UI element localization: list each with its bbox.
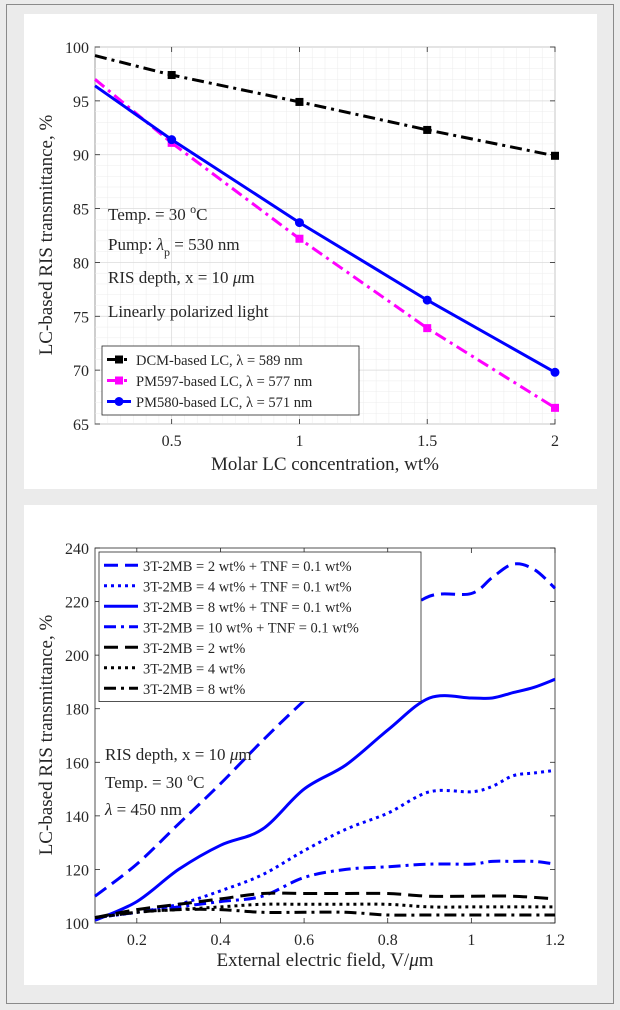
legend-label: PM597-based LC, λ = 577 nm xyxy=(136,374,313,390)
y-tick-label: 100 xyxy=(65,916,89,933)
annotation-ris-depth-1: RIS depth, x = 10 μm xyxy=(108,268,255,287)
legend-label: 3T-2MB = 2 wt% + TNF = 0.1 wt% xyxy=(143,559,352,575)
series-line-1 xyxy=(94,562,557,898)
y-tick-label: 65 xyxy=(73,417,89,434)
plot-1-grid xyxy=(94,46,556,425)
legend-label: 3T-2MB = 4 wt% xyxy=(143,661,245,677)
y-tick-label: 140 xyxy=(65,809,89,826)
x-axis-label-1: Molar LC concentration, wt% xyxy=(211,454,439,475)
y-tick-label: 240 xyxy=(65,541,89,558)
chart-panel-2: 0.2 0.4 0.6 0.8 1 1.2 100 120 140 160 180 200 220 240… xyxy=(24,505,597,985)
x-tick-label: 1 xyxy=(467,932,475,949)
legend-2: 3T-2MB = 2 wt% + TNF = 0.1 wt% 3T-2MB = 4… xyxy=(98,551,422,702)
y-tick-label: 220 xyxy=(65,595,89,612)
annotation-temperature-2: Temp. = 30 oC xyxy=(105,770,204,792)
annotation-ris-depth-2: RIS depth, x = 10 μm xyxy=(105,745,252,764)
series-line-5 xyxy=(94,891,556,920)
data-point xyxy=(167,135,177,145)
data-point xyxy=(423,125,432,134)
legend-label: 3T-2MB = 8 wt% + TNF = 0.1 wt% xyxy=(143,600,352,616)
y-tick-label: 70 xyxy=(73,363,89,380)
annotation-temperature-1: Temp. = 30 oC xyxy=(108,202,207,224)
legend-1: DCM-based LC, λ = 589 nm PM597-based LC, … xyxy=(101,345,360,416)
x-tick-label: 0.4 xyxy=(210,932,230,949)
y-tick-label: 75 xyxy=(73,309,89,326)
y-tick-label: 95 xyxy=(73,94,89,111)
data-point xyxy=(295,234,304,243)
chart-panel-1: 0.5 1 1.5 2 65 70 75 80 85 90 95 100 Molar LC conce… xyxy=(24,14,597,489)
x-tick-label: 0.8 xyxy=(378,932,398,949)
legend-label: 3T-2MB = 10 wt% + TNF = 0.1 wt% xyxy=(143,620,359,636)
data-point xyxy=(167,71,176,80)
data-point xyxy=(422,295,432,305)
y-tick-label: 100 xyxy=(65,40,89,57)
series-line-3 xyxy=(94,677,556,922)
plot-1-series xyxy=(94,54,560,412)
x-axis-label-2: External electric field, V/μm xyxy=(216,950,433,971)
data-point xyxy=(423,324,432,333)
y-tick-label: 120 xyxy=(65,862,89,879)
series-line-6 xyxy=(94,902,555,920)
series-line-4 xyxy=(94,859,556,920)
data-point xyxy=(295,97,304,106)
data-point xyxy=(550,367,560,377)
legend-box xyxy=(98,551,422,702)
legend-label: DCM-based LC, λ = 589 nm xyxy=(136,353,303,369)
x-tick-label: 1.2 xyxy=(545,932,565,949)
plot-2-series xyxy=(94,562,557,922)
legend-box xyxy=(101,345,360,416)
legend-label: 3T-2MB = 8 wt% xyxy=(143,682,245,698)
legend-marker xyxy=(114,397,124,406)
x-tick-label: 2 xyxy=(551,433,559,450)
data-point xyxy=(294,218,304,228)
data-point xyxy=(551,151,559,160)
y-tick-label: 90 xyxy=(73,148,89,165)
y-tick-label: 85 xyxy=(73,202,89,219)
x-tick-label: 1 xyxy=(295,433,303,450)
y-axis-label-1: LC-based RIS transmittance, % xyxy=(36,115,57,356)
x-tick-label: 0.2 xyxy=(127,932,147,949)
plot-1-ticks: 0.5 1 1.5 2 65 70 75 80 85 90 95 100 xyxy=(65,40,559,450)
legend-label: 3T-2MB = 2 wt% xyxy=(143,641,245,657)
annotation-group-2: RIS depth, x = 10 μm Temp. = 30 oC λ = 4… xyxy=(104,745,252,819)
x-tick-label: 0.5 xyxy=(162,433,182,450)
legend-label: 3T-2MB = 4 wt% + TNF = 0.1 wt% xyxy=(143,579,352,595)
y-tick-label: 80 xyxy=(73,255,89,272)
y-tick-label: 160 xyxy=(65,755,89,772)
legend-label: PM580-based LC, λ = 571 nm xyxy=(136,395,313,411)
annotation-polarization: Linearly polarized light xyxy=(108,302,269,321)
y-tick-label: 180 xyxy=(65,702,89,719)
x-tick-label: 0.6 xyxy=(294,932,314,949)
legend-marker xyxy=(115,355,123,364)
data-point xyxy=(551,403,559,412)
x-tick-label: 1.5 xyxy=(417,433,437,450)
annotation-wavelength: λ = 450 nm xyxy=(104,800,182,819)
legend-marker xyxy=(115,376,123,385)
y-tick-label: 200 xyxy=(65,648,89,665)
series-line-7 xyxy=(94,907,555,920)
plot-2-ticks: 0.2 0.4 0.6 0.8 1 1.2 100 120 140 160 180 200 220 240 xyxy=(65,541,565,949)
y-axis-label-2: LC-based RIS transmittance, % xyxy=(36,615,57,856)
